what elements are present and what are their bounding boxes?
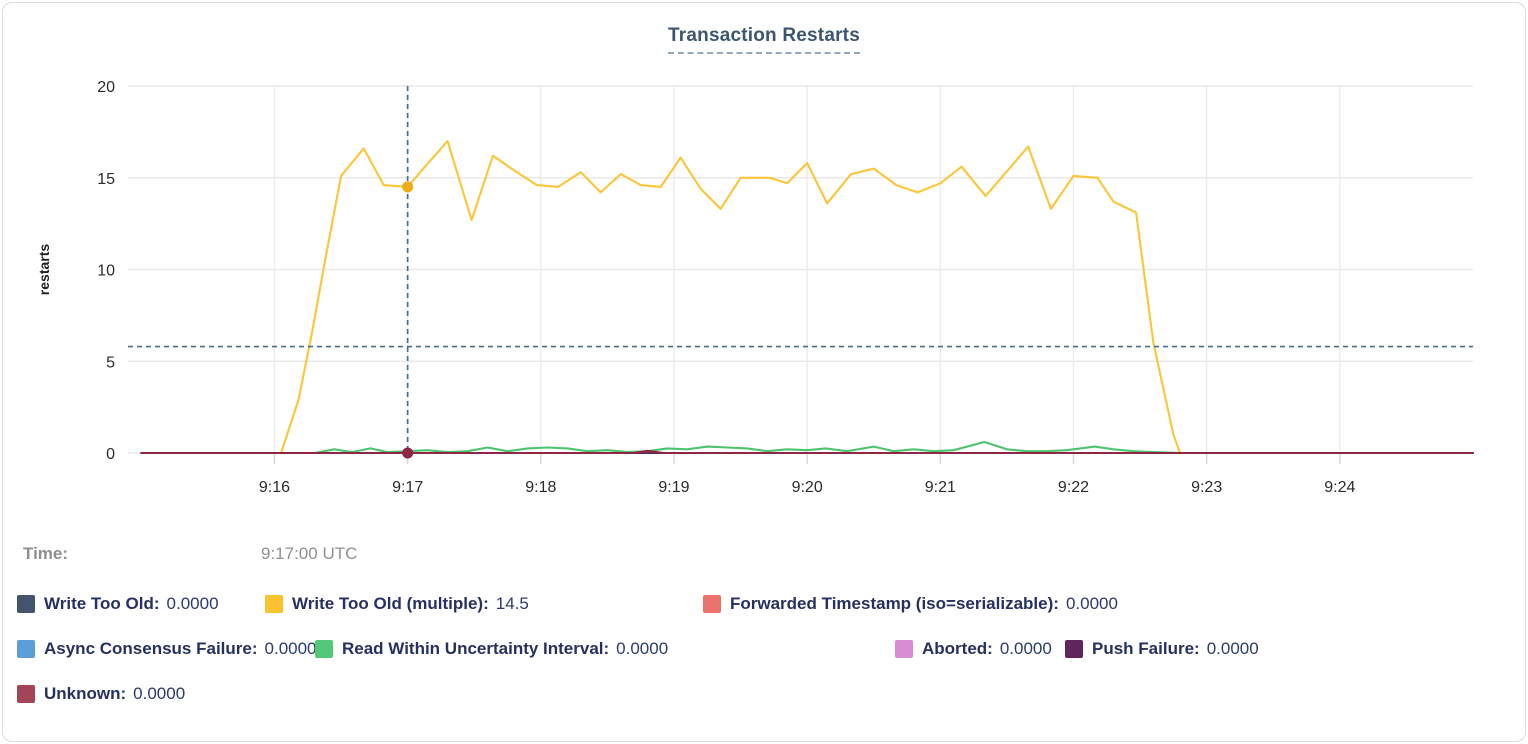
- legend-value: 0.0000: [1065, 594, 1118, 613]
- series-line-unknown: [140, 449, 1475, 455]
- series-line-write-too-old-multiple: [140, 140, 1182, 455]
- legend-label: Unknown:: [44, 684, 127, 703]
- legend-label: Push Failure:: [1092, 639, 1200, 658]
- x-tick-label: 9:16: [259, 479, 290, 496]
- legend-value: 0.0000: [999, 639, 1052, 658]
- legend-label: Aborted:: [922, 639, 993, 658]
- legend-swatch: [703, 595, 721, 613]
- legend-value: 0.0000: [1206, 639, 1259, 658]
- x-tick-label: 9:22: [1058, 479, 1089, 496]
- legend-item-unknown: Unknown: 0.0000: [17, 684, 185, 704]
- legend-swatch: [17, 595, 35, 613]
- y-tick-label: 10: [97, 263, 115, 280]
- x-tick-label: 9:19: [658, 479, 689, 496]
- legend-label: Write Too Old:: [44, 594, 160, 613]
- chart-title[interactable]: Transaction Restarts: [668, 25, 860, 54]
- legend-value: 0.0000: [616, 639, 669, 658]
- legend-label: Async Consensus Failure:: [44, 639, 258, 658]
- y-tick-label: 15: [97, 171, 115, 188]
- x-tick-label: 9:17: [392, 479, 423, 496]
- legend-swatch: [265, 595, 283, 613]
- crosshair-dot-Write Too Old (multiple): [402, 181, 414, 193]
- x-tick-label: 9:24: [1324, 479, 1355, 496]
- crosshair-dot-Unknown: [402, 447, 414, 459]
- legend-item-read-within-uncertainty: Read Within Uncertainty Interval: 0.0000: [315, 639, 668, 659]
- x-tick-label: 9:23: [1191, 479, 1222, 496]
- legend-swatch: [17, 640, 35, 658]
- x-tick-label: 9:20: [792, 479, 823, 496]
- time-row: Time: 9:17:00 UTC: [3, 544, 1525, 568]
- legend-label: Read Within Uncertainty Interval:: [342, 639, 610, 658]
- transaction-restarts-chart[interactable]: 0 5 10 15 20 9:16 9:17 9:18 9:19 9:20 9:21 9:22 9:23…: [3, 3, 1528, 523]
- legend-swatch: [895, 640, 913, 658]
- legend-item-aborted: Aborted: 0.0000: [895, 639, 1052, 659]
- legend-value: 14.5: [495, 594, 529, 613]
- legend-swatch: [1065, 640, 1083, 658]
- legend-label: Forwarded Timestamp (iso=serializable):: [730, 594, 1059, 613]
- legend-item-async-consensus-failure: Async Consensus Failure: 0.0000: [17, 639, 317, 659]
- y-tick-label: 20: [97, 79, 115, 96]
- x-tick-label: 9:21: [925, 479, 956, 496]
- legend-item-forwarded-timestamp: Forwarded Timestamp (iso=serializable): …: [703, 594, 1118, 614]
- legend-value: 0.0000: [133, 684, 186, 703]
- legend-item-write-too-old-multiple: Write Too Old (multiple): 14.5: [265, 594, 529, 614]
- legend-value: 0.0000: [264, 639, 317, 658]
- legend-row-3: Unknown: 0.0000: [3, 684, 1525, 710]
- y-tick-label: 0: [106, 446, 115, 463]
- legend-swatch: [17, 685, 35, 703]
- legend-item-push-failure: Push Failure: 0.0000: [1065, 639, 1259, 659]
- time-label: Time:: [23, 544, 69, 563]
- y-tick-label: 5: [106, 354, 115, 371]
- y-axis-label: restarts: [36, 244, 52, 296]
- x-tick-label: 9:18: [525, 479, 556, 496]
- legend-item-write-too-old: Write Too Old: 0.0000: [17, 594, 219, 614]
- legend-row-1: Write Too Old: 0.0000 Write Too Old (mul…: [3, 594, 1525, 620]
- legend-value: 0.0000: [166, 594, 219, 613]
- legend-label: Write Too Old (multiple):: [292, 594, 489, 613]
- series-line-read-within-uncertainty: [140, 440, 1475, 455]
- chart-title-wrap: Transaction Restarts: [3, 25, 1525, 54]
- legend-row-2: Async Consensus Failure: 0.0000 Read Wit…: [3, 639, 1525, 665]
- legend-swatch: [315, 640, 333, 658]
- time-value: 9:17:00 UTC: [261, 544, 358, 563]
